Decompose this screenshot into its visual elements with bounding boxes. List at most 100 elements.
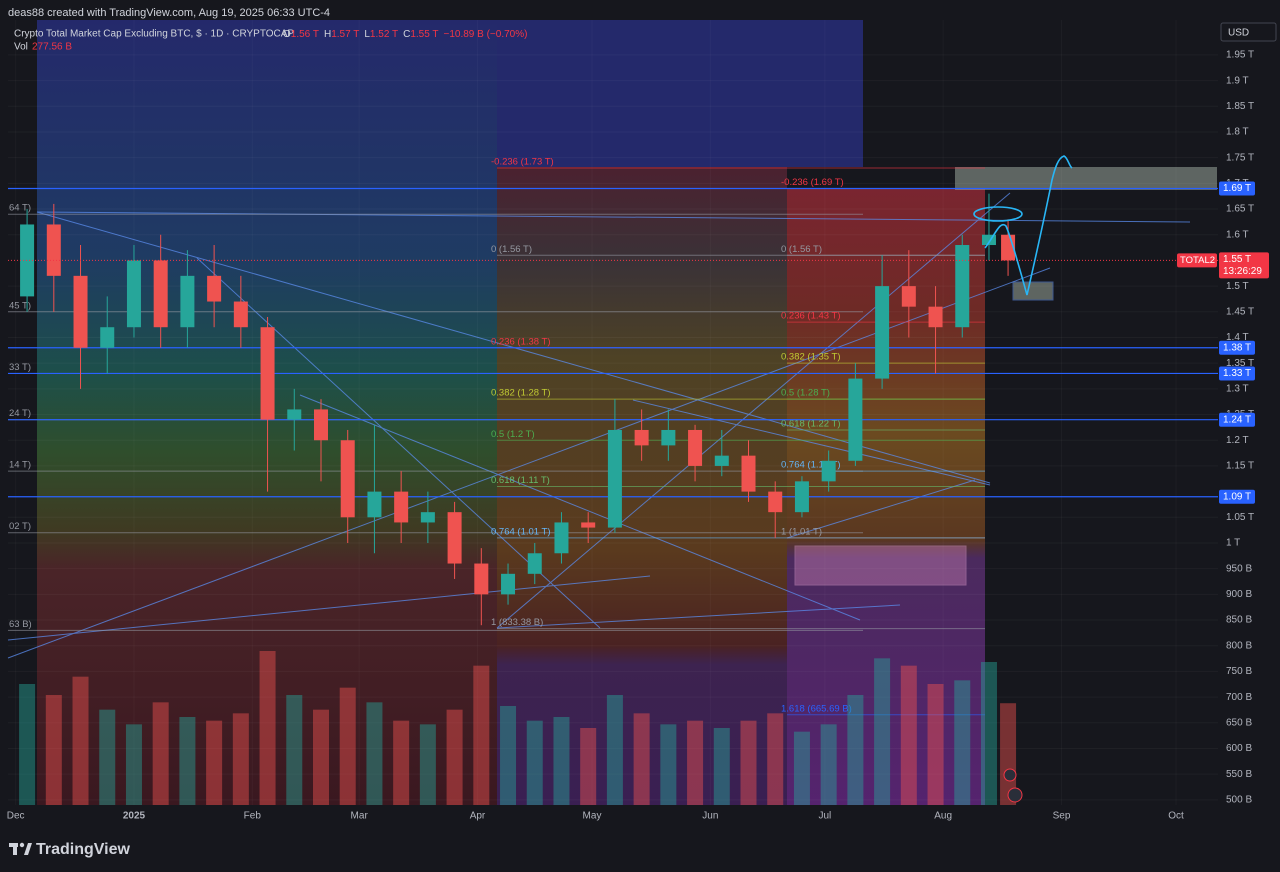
fib-label: -0.236 (1.73 T) bbox=[491, 156, 554, 167]
logo-part bbox=[13, 843, 17, 855]
time-axis bbox=[8, 805, 1218, 827]
volume-bar bbox=[232, 713, 249, 805]
currency[interactable]: USD bbox=[1228, 28, 1249, 39]
candle-body bbox=[46, 224, 61, 276]
logo-part bbox=[24, 843, 32, 855]
x-tick-label: May bbox=[583, 811, 602, 822]
y-tick-label: 1.05 T bbox=[1226, 512, 1254, 523]
fib-label: 0.5 (1.28 T) bbox=[781, 388, 830, 399]
freehand-drawing bbox=[973, 155, 1073, 296]
y-tick-label: 850 B bbox=[1226, 615, 1252, 626]
footer bbox=[0, 830, 1280, 872]
fib-label: 0.764 (1.14 T) bbox=[781, 460, 841, 471]
volume-bar bbox=[687, 720, 704, 805]
y-tick-label: 1.4 T bbox=[1226, 332, 1249, 343]
volume-bar bbox=[72, 676, 89, 805]
price-badge bbox=[1219, 181, 1255, 196]
fib-label: 1 (1.01 T) bbox=[781, 526, 822, 537]
candle-body bbox=[287, 409, 302, 420]
fib-label: 0.382 (1.28 T) bbox=[491, 388, 551, 399]
zone-box bbox=[794, 545, 967, 586]
fib-label: 63 B) bbox=[9, 619, 32, 630]
trend-line bbox=[786, 479, 976, 539]
volume-bar bbox=[125, 724, 142, 805]
candle-body bbox=[474, 563, 489, 595]
path-drawing bbox=[984, 155, 1073, 296]
y-tick-label: 1.5 T bbox=[1226, 281, 1249, 292]
fib-label: -0.236 (1.69 T) bbox=[781, 177, 844, 188]
volume-bar bbox=[45, 695, 62, 805]
y-tick-label: 1.3 T bbox=[1226, 384, 1249, 395]
event-icon[interactable] bbox=[1007, 787, 1023, 803]
currency-button[interactable] bbox=[1220, 22, 1277, 42]
ohlc-value: 1.52 T bbox=[370, 29, 398, 40]
volume-bar bbox=[500, 706, 517, 805]
volume-bar bbox=[793, 731, 810, 805]
candle-body bbox=[848, 378, 863, 461]
ohlc-key: H bbox=[324, 29, 331, 40]
volume-bar bbox=[312, 709, 329, 805]
candle-body bbox=[447, 512, 462, 564]
candle-body bbox=[794, 481, 809, 513]
ohlc-value: 1.57 T bbox=[331, 29, 359, 40]
volume-bar bbox=[286, 695, 303, 805]
candle-body bbox=[207, 275, 222, 302]
fib-label: 0.382 (1.35 T) bbox=[781, 352, 841, 363]
candle-body bbox=[367, 491, 382, 518]
volume-bar bbox=[713, 728, 730, 805]
candle-body bbox=[233, 301, 248, 328]
fib-label: 1.618 (665.69 B) bbox=[781, 703, 852, 714]
fib-label: 02 T) bbox=[9, 521, 31, 532]
volume-bar bbox=[900, 665, 917, 805]
zone-box bbox=[955, 167, 1217, 190]
fib-label: 0.618 (1.22 T) bbox=[781, 418, 841, 429]
y-tick-label: 1.95 T bbox=[1226, 50, 1254, 61]
x-tick-label: Oct bbox=[1168, 811, 1184, 822]
plot: 64 T) 45 T) 33 T) 24 T) 14 T) 02 T) 63 B) -0.23… bbox=[8, 54, 1218, 805]
volume-bar bbox=[660, 724, 677, 805]
candle-body bbox=[661, 429, 676, 446]
volume-bar bbox=[446, 709, 463, 805]
candle-body bbox=[688, 429, 703, 466]
volume-bar bbox=[366, 702, 383, 805]
candle-body bbox=[607, 429, 622, 528]
y-tick-label: 1.8 T bbox=[1226, 127, 1249, 138]
zone-box bbox=[1012, 281, 1054, 301]
event-icon[interactable] bbox=[1003, 768, 1017, 782]
credit: deas88 created with TradingView.com, Aug… bbox=[8, 7, 330, 19]
volume-bar bbox=[152, 702, 169, 805]
price-badge-label: 1.69 T bbox=[1223, 183, 1251, 194]
fib-label: 0.5 (1.2 T) bbox=[491, 429, 535, 440]
candle-body bbox=[100, 327, 115, 348]
y-tick-label: 1.2 T bbox=[1226, 435, 1249, 446]
y-tick-label: 1.9 T bbox=[1226, 75, 1249, 86]
x-tick-label: Dec bbox=[7, 811, 25, 822]
volume-bar bbox=[874, 658, 891, 805]
fib-label: 14 T) bbox=[9, 460, 31, 471]
y-tick-label: 1.35 T bbox=[1226, 358, 1254, 369]
candle-body bbox=[901, 286, 916, 307]
volume-bar bbox=[740, 720, 757, 805]
candle-body bbox=[313, 409, 328, 441]
y-tick-label: 500 B bbox=[1226, 795, 1252, 806]
logo-icon bbox=[9, 842, 32, 855]
price-badge-label: 1.33 T bbox=[1223, 368, 1251, 379]
last-price-badge bbox=[1219, 252, 1269, 279]
change: −10.89 B (−0.70%) bbox=[444, 29, 528, 40]
volume-bar bbox=[980, 662, 997, 805]
volume-bar bbox=[767, 713, 784, 805]
volume-bar bbox=[927, 684, 944, 805]
price-badge-label: 1.38 T bbox=[1223, 342, 1251, 353]
price-badge bbox=[1219, 340, 1255, 355]
y-tick-label: 750 B bbox=[1226, 666, 1252, 677]
volume-bar bbox=[553, 717, 570, 805]
candle-body bbox=[741, 455, 756, 492]
vol-value: 277.56 B bbox=[32, 42, 72, 53]
ohlc-value: 1.56 T bbox=[291, 29, 319, 40]
symbol-badge bbox=[1177, 253, 1217, 268]
symbol-title: Crypto Total Market Cap Excluding BTC, $… bbox=[14, 29, 294, 40]
candle-body bbox=[260, 327, 275, 420]
fib-label: 64 T) bbox=[9, 203, 31, 214]
price-badge-label: 1.09 T bbox=[1223, 491, 1251, 502]
